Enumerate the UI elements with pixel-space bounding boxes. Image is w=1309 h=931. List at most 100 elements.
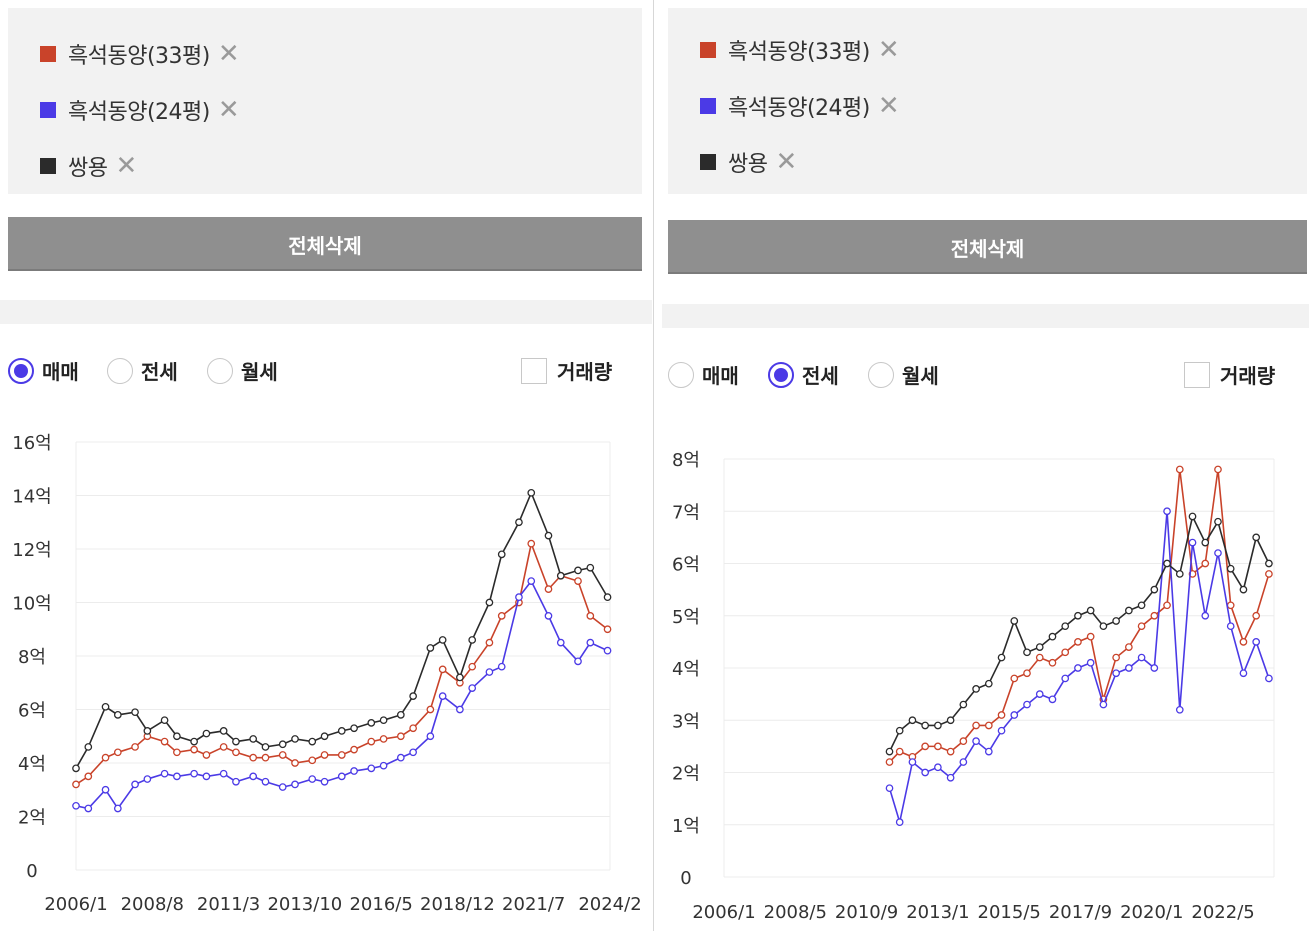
checkbox-box bbox=[1184, 361, 1210, 388]
radio-circle bbox=[207, 357, 233, 384]
data-point bbox=[72, 780, 80, 789]
y-tick-label: 1억 bbox=[672, 816, 700, 837]
y-tick-label: 14억 bbox=[12, 487, 51, 508]
y-tick-label: 0 bbox=[26, 861, 37, 882]
x-tick-label: 2006/1 bbox=[44, 894, 107, 915]
data-point bbox=[934, 742, 942, 751]
data-point bbox=[160, 769, 169, 778]
volume-checkbox[interactable]: 거래량 bbox=[1184, 360, 1275, 389]
data-point bbox=[1252, 638, 1261, 646]
data-point bbox=[219, 769, 228, 778]
data-point bbox=[946, 773, 955, 782]
remove-x-icon[interactable]: ✕ bbox=[877, 35, 900, 65]
data-point bbox=[921, 721, 930, 730]
data-point bbox=[1112, 617, 1120, 625]
data-point bbox=[337, 772, 346, 781]
legend-item-ssangyong: 쌍용 ✕ bbox=[700, 146, 797, 178]
data-point bbox=[497, 662, 506, 671]
radio-monthly-rent[interactable]: 월세 bbox=[207, 356, 278, 385]
data-point bbox=[367, 737, 376, 746]
sale-price-chart: 0 2억 4억 6억 8억 10억 12억 14억 16억 2006/1 2008/8 2011/3 2… bbox=[12, 433, 641, 915]
data-point bbox=[1201, 611, 1210, 620]
data-point bbox=[113, 710, 122, 719]
legend-item-dongyang-24: 흑석동양(24평) ✕ bbox=[40, 94, 240, 126]
data-point bbox=[337, 751, 346, 759]
trade-type-radio-group: 매매 전세 월세 거래량 bbox=[668, 356, 1307, 396]
data-point bbox=[997, 653, 1006, 662]
data-point bbox=[308, 775, 317, 783]
legend-item-dongyang-24: 흑석동양(24평) ✕ bbox=[700, 90, 900, 122]
data-point bbox=[1010, 617, 1019, 625]
data-point bbox=[291, 780, 299, 789]
remove-x-icon[interactable]: ✕ bbox=[217, 95, 240, 125]
data-point bbox=[1252, 611, 1261, 620]
data-point bbox=[1226, 601, 1235, 610]
legend-label: 쌍용 bbox=[68, 156, 108, 181]
data-point bbox=[1252, 533, 1261, 542]
y-tick-label: 7억 bbox=[672, 502, 700, 523]
legend-swatch-blue bbox=[700, 98, 716, 114]
data-point bbox=[1010, 711, 1019, 719]
data-point bbox=[574, 577, 582, 585]
data-point bbox=[72, 764, 80, 773]
data-point bbox=[173, 748, 181, 757]
data-point bbox=[113, 804, 122, 813]
data-point bbox=[1150, 664, 1159, 672]
data-point bbox=[1175, 465, 1184, 474]
remove-x-icon[interactable]: ✕ bbox=[217, 39, 240, 69]
remove-x-icon[interactable]: ✕ bbox=[775, 147, 798, 177]
data-point bbox=[908, 716, 917, 725]
data-point bbox=[1112, 653, 1120, 662]
data-point bbox=[84, 772, 93, 781]
data-point bbox=[1125, 643, 1133, 651]
data-point bbox=[1137, 622, 1146, 631]
data-point bbox=[261, 743, 270, 751]
y-tick-label: 8억 bbox=[18, 647, 46, 668]
data-point bbox=[895, 818, 904, 826]
data-point bbox=[291, 735, 299, 743]
radio-jeonse[interactable]: 전세 bbox=[107, 356, 178, 385]
data-point bbox=[249, 753, 258, 762]
data-point bbox=[984, 679, 993, 688]
data-point bbox=[438, 636, 447, 644]
data-point bbox=[101, 702, 110, 711]
data-point bbox=[113, 748, 122, 757]
data-point bbox=[426, 705, 435, 714]
volume-checkbox[interactable]: 거래량 bbox=[521, 356, 612, 385]
data-point bbox=[497, 612, 506, 620]
data-point bbox=[586, 563, 595, 572]
data-point bbox=[1163, 507, 1171, 516]
radio-circle bbox=[107, 357, 133, 384]
data-point bbox=[1188, 512, 1197, 521]
legend-swatch-black bbox=[700, 154, 716, 170]
data-point bbox=[190, 737, 198, 746]
data-point bbox=[219, 727, 228, 735]
radio-sale[interactable]: 매매 bbox=[668, 360, 739, 389]
radio-sale[interactable]: 매매 bbox=[8, 356, 79, 385]
data-point bbox=[131, 780, 139, 789]
delete-all-button[interactable]: 전체삭제 bbox=[668, 220, 1307, 274]
remove-x-icon[interactable]: ✕ bbox=[115, 151, 138, 181]
data-point bbox=[959, 758, 968, 766]
data-point bbox=[1175, 570, 1184, 578]
data-point bbox=[1074, 611, 1082, 620]
radio-label: 매매 bbox=[42, 360, 79, 384]
x-tick-label: 2022/5 bbox=[1191, 902, 1254, 923]
radio-jeonse[interactable]: 전세 bbox=[768, 360, 839, 389]
y-tick-label: 5억 bbox=[672, 607, 700, 628]
data-point bbox=[1150, 585, 1159, 594]
data-point bbox=[202, 772, 211, 781]
legend-label: 흑석동양(24평) bbox=[68, 100, 210, 125]
panel-divider bbox=[652, 0, 662, 931]
data-point bbox=[946, 747, 955, 756]
legend-label: 흑석동양(33평) bbox=[728, 40, 870, 65]
radio-monthly-rent[interactable]: 월세 bbox=[868, 360, 939, 389]
y-tick-label: 4억 bbox=[672, 659, 700, 680]
data-point bbox=[143, 775, 152, 783]
data-point bbox=[84, 804, 93, 813]
data-point bbox=[908, 758, 917, 766]
remove-x-icon[interactable]: ✕ bbox=[877, 91, 900, 121]
data-point bbox=[456, 705, 464, 714]
data-point bbox=[946, 716, 955, 725]
delete-all-button[interactable]: 전체삭제 bbox=[8, 217, 642, 271]
